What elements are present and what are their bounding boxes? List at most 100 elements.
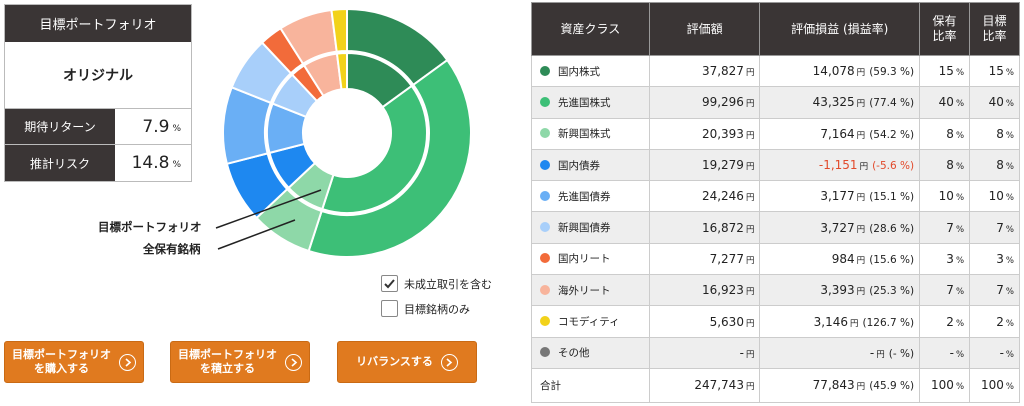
estimated-risk-unit: % (172, 160, 181, 170)
hold-ratio-value: 7 (946, 283, 954, 298)
target-ratio-value: 10 (988, 189, 1004, 204)
percent-unit: % (1005, 162, 1014, 173)
hold-ratio-value: - (949, 345, 954, 360)
total-target-cell: 100% (969, 367, 1020, 403)
target-slice-2 (307, 58, 472, 258)
yen-unit: 円 (856, 130, 866, 141)
hold-ratio-cell: 40% (919, 86, 971, 119)
legend-dot-icon (540, 159, 550, 170)
yen-unit: 円 (745, 224, 755, 235)
chevron-right-icon (119, 353, 136, 371)
valuation-value: 5,630 (709, 314, 744, 329)
gain-rate: (-5.6 %) (872, 160, 915, 173)
percent-unit: % (1005, 193, 1014, 204)
percent-unit: % (1005, 255, 1014, 266)
accumulate-target-portfolio-button[interactable]: 目標ポートフォリオ を積立する (170, 341, 310, 383)
valuation-value: 16,923 (701, 283, 744, 298)
header-target-ratio: 目標 比率 (969, 2, 1020, 56)
target-leader-line (215, 189, 322, 229)
buy-target-portfolio-button[interactable]: 目標ポートフォリオ を購入する (4, 341, 144, 383)
valuation-cell: 99,296 円 (648, 86, 761, 119)
valuation-value: 24,246 (701, 189, 744, 204)
asset-class-name: 国内株式 (558, 65, 600, 78)
legend-dot-icon (540, 128, 550, 139)
checkbox-unchecked-icon[interactable] (381, 300, 398, 317)
portfolio-name: オリジナル (5, 42, 191, 109)
valuation-cell: 24,246 円 (648, 180, 761, 213)
asset-class-name: 先進国債券 (558, 190, 611, 203)
percent-unit: % (1005, 68, 1014, 79)
target-ratio-value: 7 (996, 283, 1004, 298)
legend-dot-icon (540, 253, 550, 264)
table-row: 新興国株式 20,393 円 7,164 円 (54.2 %) 8% 8% (531, 117, 1020, 150)
rebalance-button[interactable]: リバランスする (337, 341, 477, 383)
valuation-value: 20,393 (701, 126, 744, 141)
header-asset-class: 資産クラス (531, 2, 650, 56)
accumulate-button-line1: 目標ポートフォリオ (178, 347, 277, 361)
target-ratio-value: 2 (996, 314, 1004, 329)
asset-class-cell: 先進国株式 (531, 86, 650, 119)
percent-unit: % (955, 130, 965, 141)
hold-ratio-value: 7 (946, 220, 954, 235)
yen-unit: 円 (856, 193, 866, 204)
gain-value: 7,164 (820, 126, 855, 141)
valuation-cell: 19,279 円 (648, 148, 761, 182)
expected-return-value: 7.9 (142, 116, 170, 137)
gain-value: 3,146 (813, 314, 848, 329)
target-only-checkbox[interactable]: 目標銘柄のみ (381, 300, 470, 317)
percent-unit: % (955, 382, 965, 393)
yen-unit: 円 (856, 382, 866, 393)
asset-class-name: 新興国株式 (558, 128, 611, 141)
target-slice-9 (330, 8, 348, 53)
expected-return-label: 期待リターン (5, 109, 115, 144)
gain-rate: (15.6 %) (869, 253, 915, 266)
buy-button-line2: を購入する (34, 362, 89, 375)
percent-unit: % (1005, 382, 1014, 393)
percent-unit: % (955, 349, 965, 360)
gain-cell: 14,078 円 (59.3 %) (759, 54, 921, 88)
legend-dot-icon (540, 96, 550, 107)
asset-class-name: 新興国債券 (558, 222, 611, 235)
hold-ratio-value: 15 (938, 64, 954, 79)
expected-return-row: 期待リターン 7.9% (5, 109, 191, 145)
target-ratio-value: 8 (996, 158, 1004, 173)
hold-ratio-cell: 2% (919, 305, 971, 338)
target-ratio-value: 3 (996, 251, 1004, 266)
hold-ratio-cell: 10% (919, 180, 971, 213)
target-ratio-value: 7 (996, 220, 1004, 235)
include-pending-checkbox[interactable]: 未成立取引を含む (381, 275, 492, 292)
gain-rate: (25.3 %) (869, 285, 915, 298)
yen-unit: 円 (876, 349, 885, 360)
total-target: 100 (981, 378, 1004, 393)
asset-class-name: コモディティ (558, 316, 620, 329)
target-ratio-cell: 8% (969, 117, 1020, 150)
target-ratio-cell: 10% (969, 180, 1020, 213)
yen-unit: 円 (745, 162, 755, 173)
hold-ratio-value: 8 (946, 158, 954, 173)
target-portfolio-ring (222, 8, 472, 258)
valuation-cell: 37,827 円 (648, 54, 761, 88)
yen-unit: 円 (745, 349, 755, 360)
total-valuation-cell: 247,743 円 (648, 367, 761, 403)
target-ratio-cell: 3% (969, 242, 1020, 276)
total-hold: 100 (931, 378, 954, 393)
asset-class-cell: コモディティ (531, 305, 650, 338)
hold-ratio-cell: 7% (919, 274, 971, 307)
holdings-leader-line (217, 219, 296, 250)
target-ratio-value: - (999, 345, 1004, 360)
valuation-value: 37,827 (701, 64, 744, 79)
leader-lines (215, 189, 322, 250)
target-ratio-cell: -% (969, 336, 1020, 369)
table-row: 国内株式 37,827 円 14,078 円 (59.3 %) 15% 15% (531, 54, 1020, 88)
valuation-cell: 7,277 円 (648, 242, 761, 276)
table-row: 海外リート 16,923 円 3,393 円 (25.3 %) 7% 7% (531, 274, 1020, 307)
accumulate-button-line2: を積立する (200, 362, 255, 375)
gain-cell: 3,727 円 (28.6 %) (759, 211, 921, 244)
yen-unit: 円 (745, 255, 755, 266)
checkbox-checked-icon[interactable] (381, 275, 398, 292)
gain-value: 3,727 (820, 220, 855, 235)
hold-ratio-value: 2 (946, 314, 954, 329)
total-gain-cell: 77,843 円 (45.9 %) (759, 367, 921, 403)
holdings-slice-9 (335, 51, 348, 91)
yen-unit: 円 (745, 68, 755, 79)
